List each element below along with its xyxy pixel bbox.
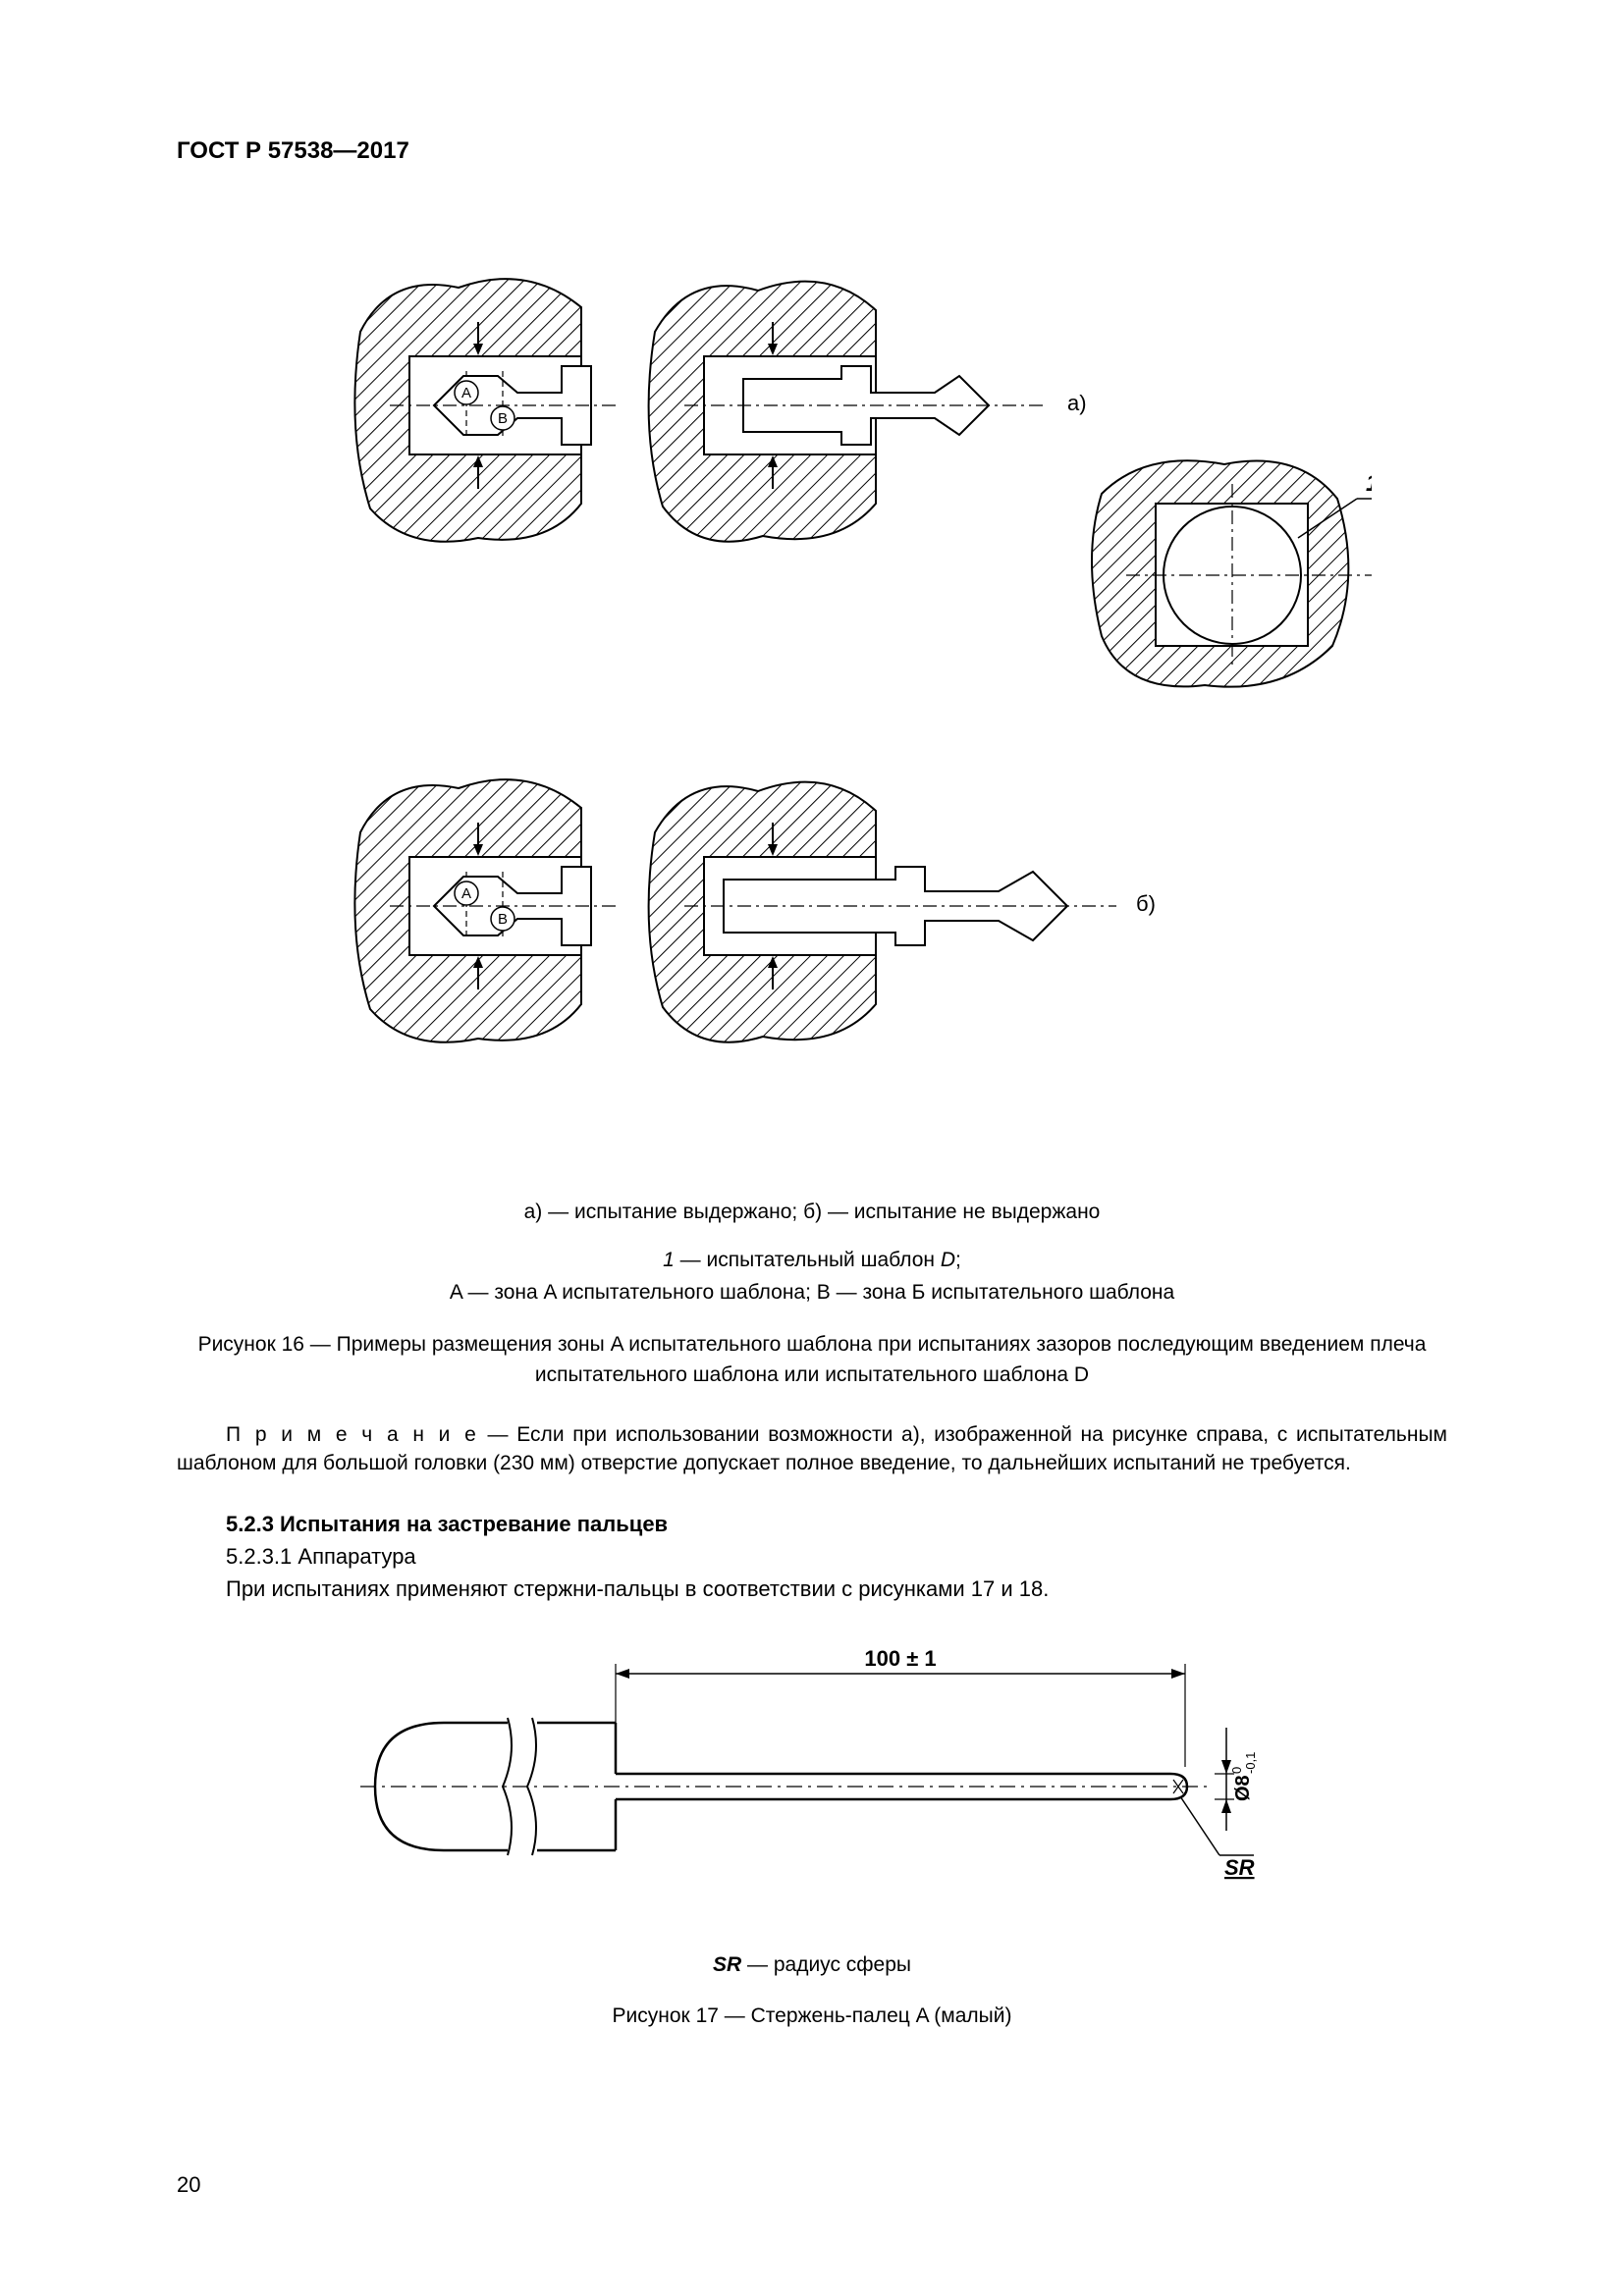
svg-text:-0,1: -0,1 [1243,1751,1258,1773]
legend-line-2: 1 — испытательный шаблон D; [177,1244,1447,1277]
section-body-text: При испытаниях применяют стержни-пальцы … [177,1573,1447,1605]
figure-16-container: A B [177,243,1447,1391]
svg-text:B: B [498,911,508,928]
svg-text:A: A [461,385,471,401]
note-prefix: П р и м е ч а н и е [226,1423,479,1446]
legend-line-1: а) — испытание выдержано; б) — испытание… [177,1196,1447,1229]
page-number: 20 [177,2172,200,2198]
figure-17-legend: SR — радиус сферы [177,1949,1447,1982]
note-paragraph: П р и м е ч а н и е — Если при использов… [177,1420,1447,1478]
svg-text:1: 1 [1366,470,1372,497]
svg-text:100 ± 1: 100 ± 1 [864,1646,936,1671]
svg-text:б): б) [1136,891,1156,916]
figure-16-legend: а) — испытание выдержано; б) — испытание… [177,1196,1447,1309]
svg-text:A: A [461,885,471,902]
figure-16-svg: A B [252,243,1372,1166]
figure-17-svg: 100 ± 1 [331,1634,1293,1919]
svg-text:B: B [498,410,508,427]
sr-label: SR [713,1953,741,1976]
sr-desc: — радиус сферы [741,1953,911,1976]
document-header: ГОСТ Р 57538—2017 [177,137,1447,165]
section-5-2-3-title: 5.2.3 Испытания на застревание пальцев [177,1508,1447,1540]
svg-text:SR: SR [1224,1855,1255,1880]
figure-17-title: Рисунок 17 — Стержень-палец A (малый) [177,2001,1447,2032]
figure-17-container: 100 ± 1 [177,1634,1447,2032]
figure-16-title: Рисунок 16 — Примеры размещения зоны A и… [177,1329,1447,1391]
svg-text:Ø8: Ø8 [1232,1775,1254,1801]
svg-text:а): а) [1067,391,1087,415]
legend-line-3: A — зона A испытательного шаблона; B — з… [177,1276,1447,1309]
svg-text:0: 0 [1229,1766,1244,1773]
section-5-2-3-1: 5.2.3.1 Аппаратура [177,1540,1447,1573]
standard-number: ГОСТ Р 57538—2017 [177,137,409,164]
